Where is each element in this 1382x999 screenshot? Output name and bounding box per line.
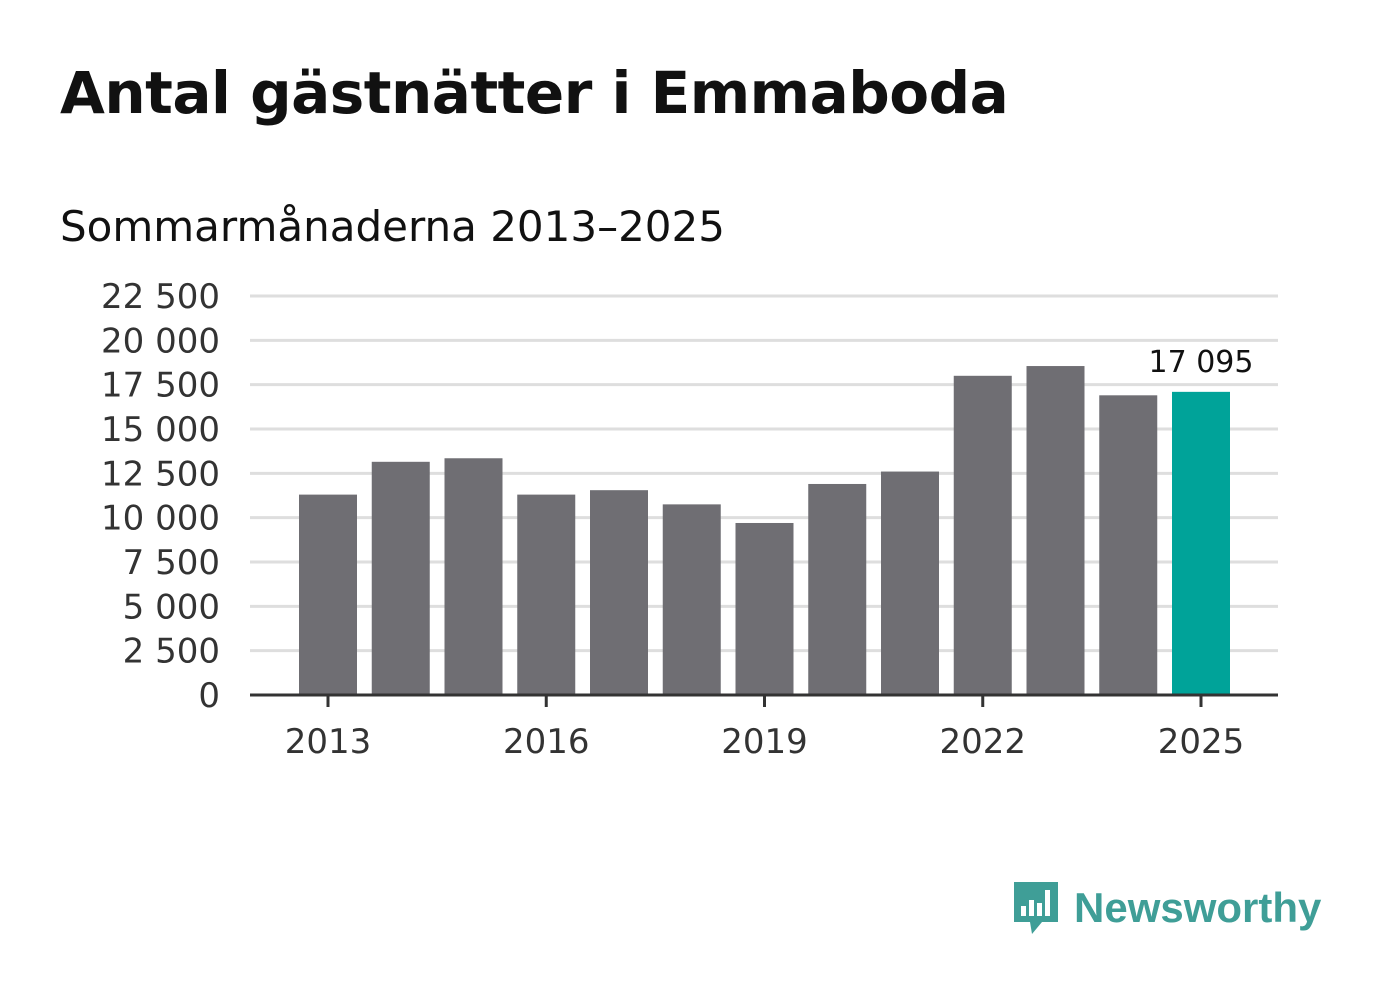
x-tick-label: 2025 xyxy=(1158,722,1245,762)
brand-name: Newsworthy xyxy=(1074,884,1322,931)
bar-2016 xyxy=(517,494,576,695)
bar-2024 xyxy=(1099,395,1158,695)
bar-2019 xyxy=(735,522,794,695)
y-tick-label: 2 500 xyxy=(123,632,220,672)
data-label-2025: 17 095 xyxy=(1149,345,1254,380)
bar-2017 xyxy=(590,490,648,695)
x-tick-label: 2016 xyxy=(503,722,590,762)
x-axis-tick-labels: 2013 2016 2019 2022 2025 xyxy=(285,722,1245,762)
bar-2021 xyxy=(881,471,939,695)
page-title: Antal gästnätter i Emmaboda xyxy=(60,59,1009,127)
bar-2023 xyxy=(1026,366,1085,695)
x-tick-label: 2019 xyxy=(721,722,808,762)
brand-logo: Newsworthy xyxy=(1010,878,1321,938)
y-tick-label: 0 xyxy=(198,676,220,716)
bar-2018 xyxy=(662,504,721,695)
x-tick-label: 2013 xyxy=(285,722,372,762)
y-tick-label: 7 500 xyxy=(123,543,220,583)
y-tick-label: 5 000 xyxy=(123,587,220,627)
x-tick-label: 2022 xyxy=(939,722,1026,762)
y-tick-label: 22 500 xyxy=(101,277,220,317)
bars xyxy=(299,366,1230,695)
bar-2025 xyxy=(1172,391,1230,695)
page-subtitle: Sommarmånaderna 2013–2025 xyxy=(60,202,725,251)
bar-2015 xyxy=(444,458,503,695)
bar-2020 xyxy=(808,483,867,695)
x-axis xyxy=(250,693,1278,707)
bar-2022 xyxy=(953,375,1012,695)
newsworthy-logo-icon xyxy=(1014,882,1058,934)
y-tick-label: 20 000 xyxy=(101,321,220,361)
y-tick-label: 17 500 xyxy=(101,366,220,406)
y-tick-label: 10 000 xyxy=(101,499,220,539)
y-tick-label: 15 000 xyxy=(101,410,220,450)
y-tick-label: 12 500 xyxy=(101,454,220,494)
bar-2013 xyxy=(299,494,357,695)
bar-2014 xyxy=(371,461,430,695)
data-labels: 17 095 xyxy=(1149,345,1254,380)
